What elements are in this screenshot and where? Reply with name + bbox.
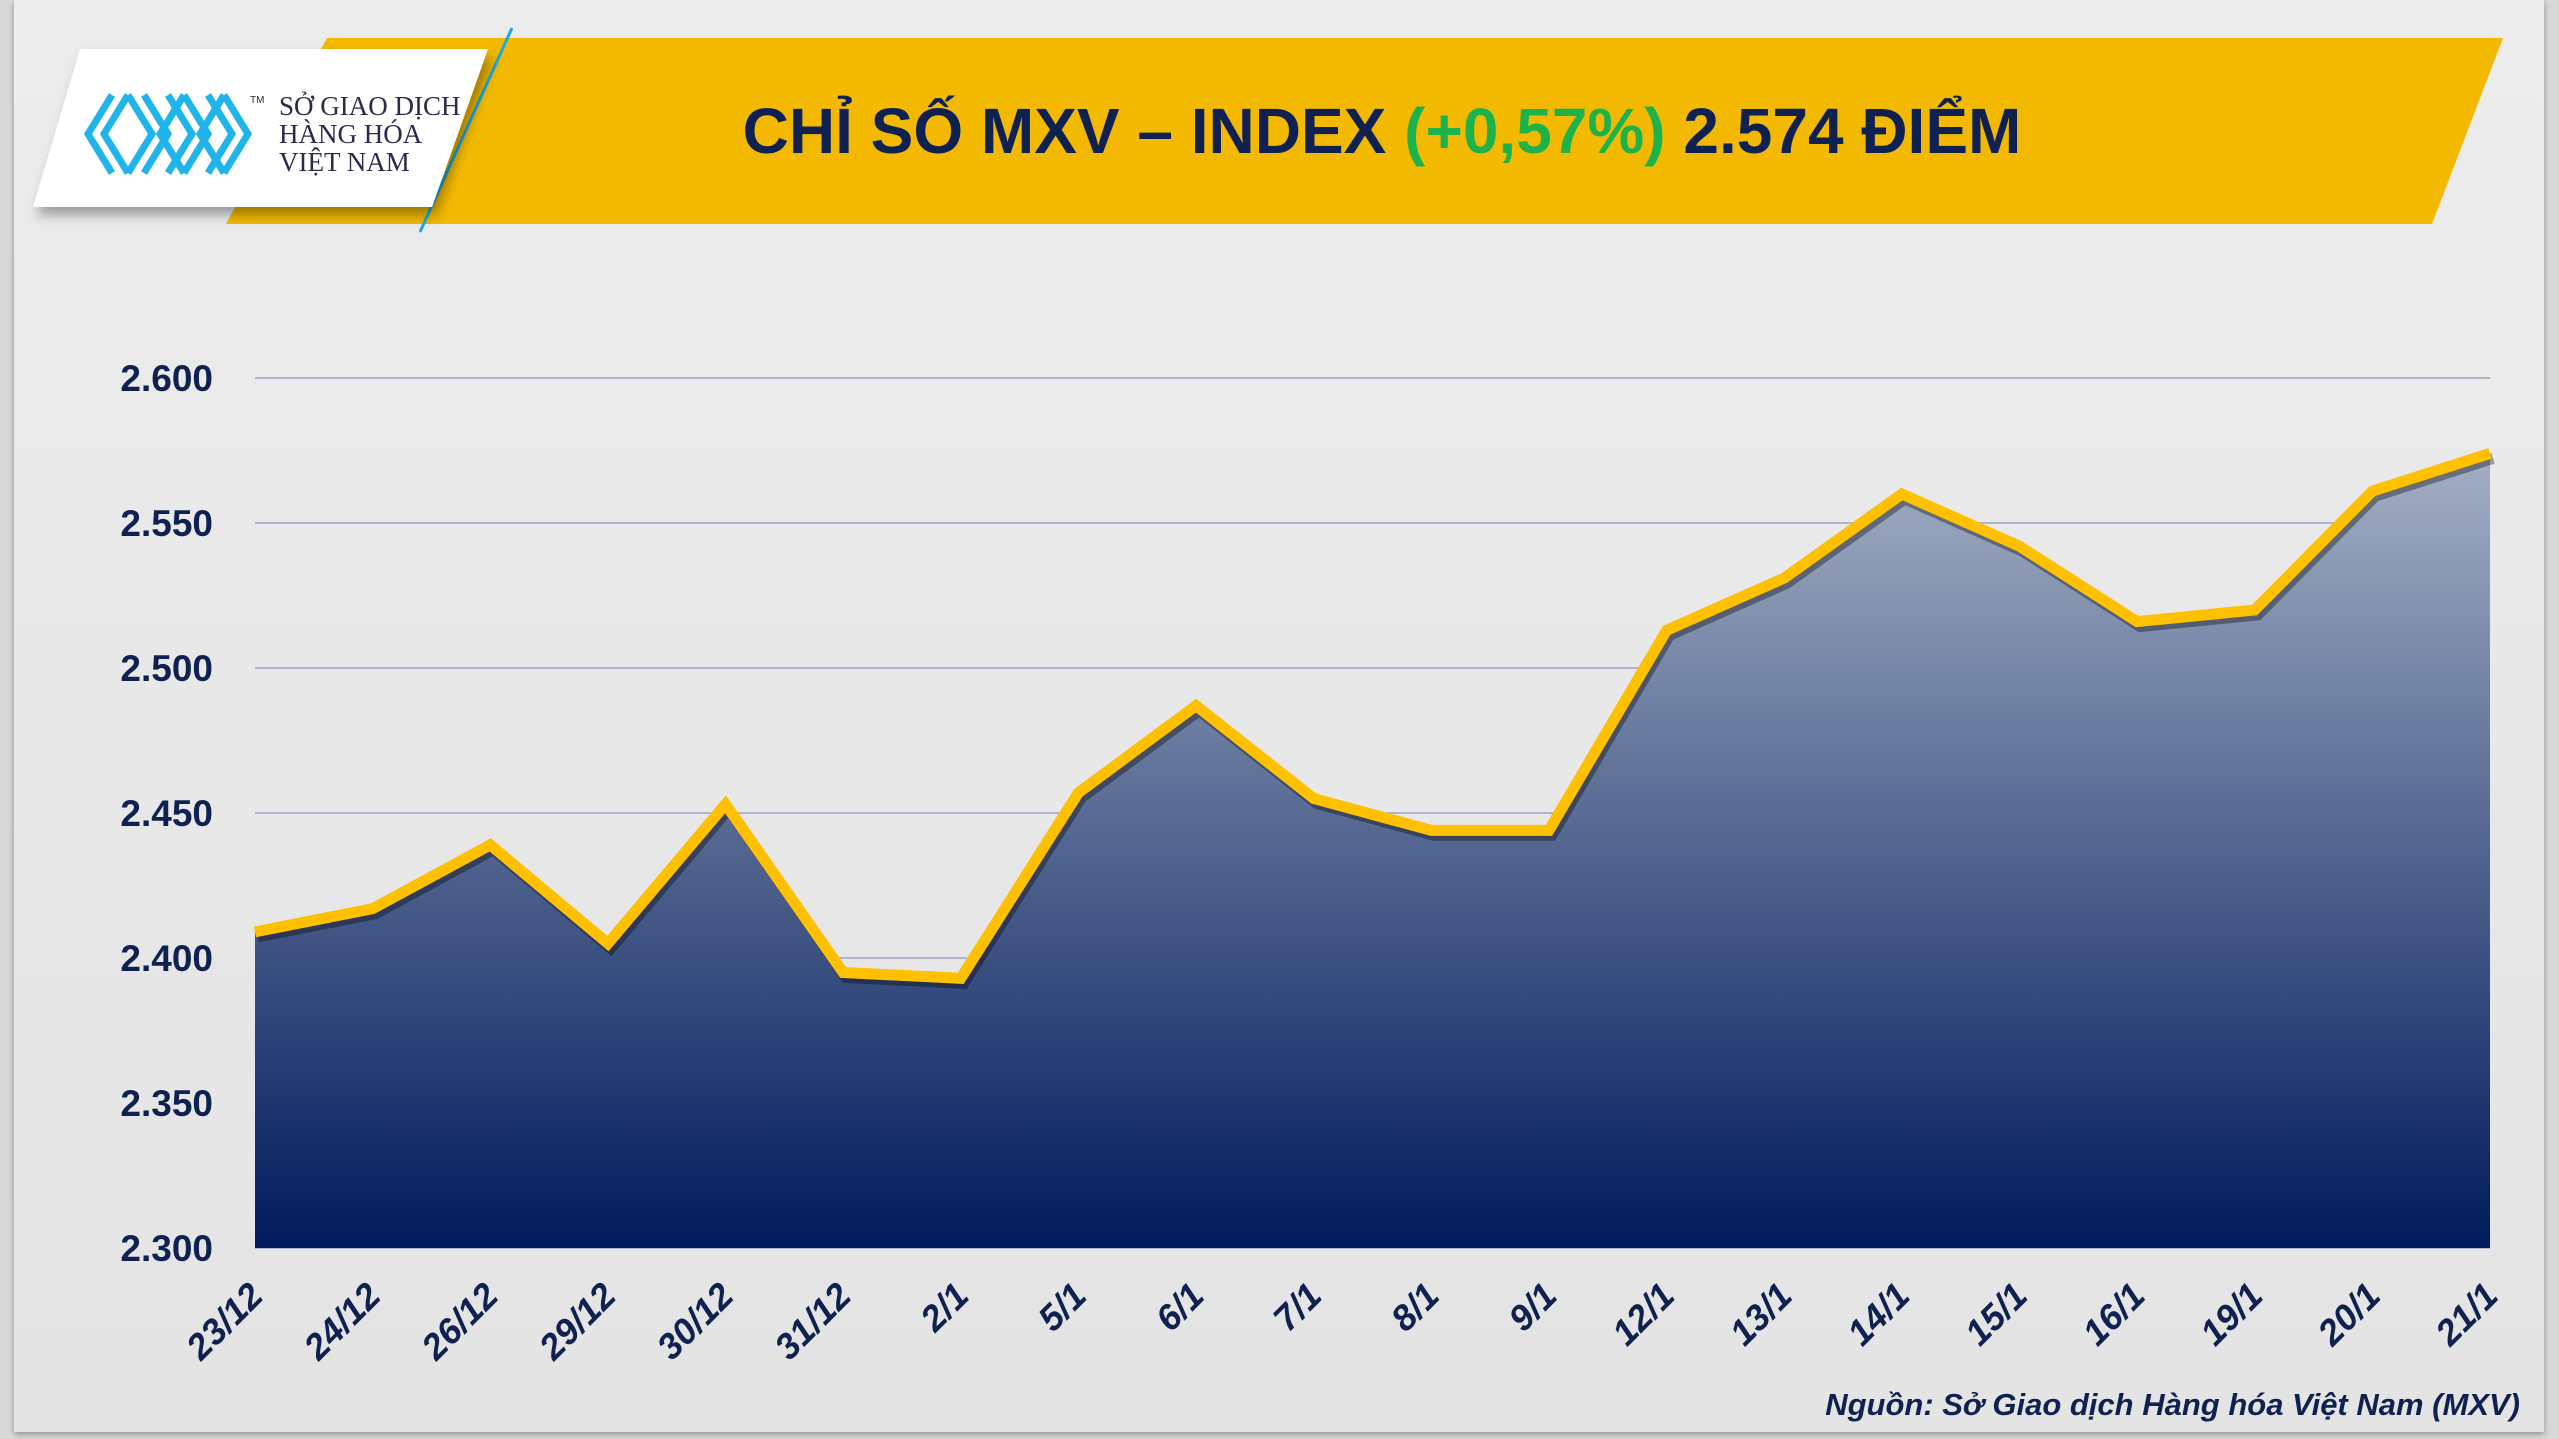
x-tick-label: 16/1 [2074,1275,2153,1354]
banner-accent-line [418,27,514,233]
x-tick-label: 20/1 [2309,1275,2388,1354]
x-tick-label: 9/1 [1500,1275,1564,1339]
title-banner [226,38,2503,224]
mxv-logo-mark-icon [83,93,253,175]
logo-text-line3: VIỆT NAM [279,147,410,177]
series-line [253,448,2492,984]
change-percent: (+0,57%) [1404,95,1665,167]
logo-tm: TM [250,95,264,106]
y-tick-label: 2.450 [120,793,213,834]
y-tick-label: 2.500 [120,648,213,689]
x-tick-label: 14/1 [1839,1275,1918,1354]
x-tick-label: 12/1 [1604,1275,1683,1354]
x-tick-label: 15/1 [1957,1275,2036,1354]
y-tick-label: 2.350 [120,1083,213,1124]
x-tick-label: 8/1 [1383,1275,1447,1339]
x-tick-label: 26/12 [413,1275,506,1368]
area-fill [255,453,2490,1248]
x-tick-label: 31/12 [766,1275,859,1368]
x-tick-label: 5/1 [1030,1275,1094,1339]
x-tick-label: 19/1 [2192,1275,2271,1354]
source-note: Nguồn: Sở Giao dịch Hàng hóa Việt Nam (M… [1825,1387,2520,1422]
x-tick-label: 13/1 [1721,1275,1800,1354]
x-tick-label: 7/1 [1265,1275,1329,1339]
logo-text-line1: SỞ GIAO DỊCH [279,91,461,121]
logo-text-line2: HÀNG HÓA [279,119,423,149]
x-tick-label: 24/12 [295,1275,388,1368]
x-tick-label: 29/12 [530,1275,623,1368]
chart-title: CHỈ SỐ MXV – INDEX (+0,57%) 2.574 ĐIỂM [743,94,2022,167]
y-tick-label: 2.600 [120,358,213,399]
x-tick-label: 23/12 [177,1275,270,1368]
x-tick-label: 21/1 [2426,1275,2505,1354]
y-tick-label: 2.400 [120,938,213,979]
x-tick-label: 2/1 [911,1275,976,1340]
x-tick-label: 30/12 [648,1275,741,1368]
y-tick-label: 2.550 [120,503,213,544]
x-tick-label: 6/1 [1147,1275,1211,1339]
y-tick-label: 2.300 [120,1228,213,1269]
